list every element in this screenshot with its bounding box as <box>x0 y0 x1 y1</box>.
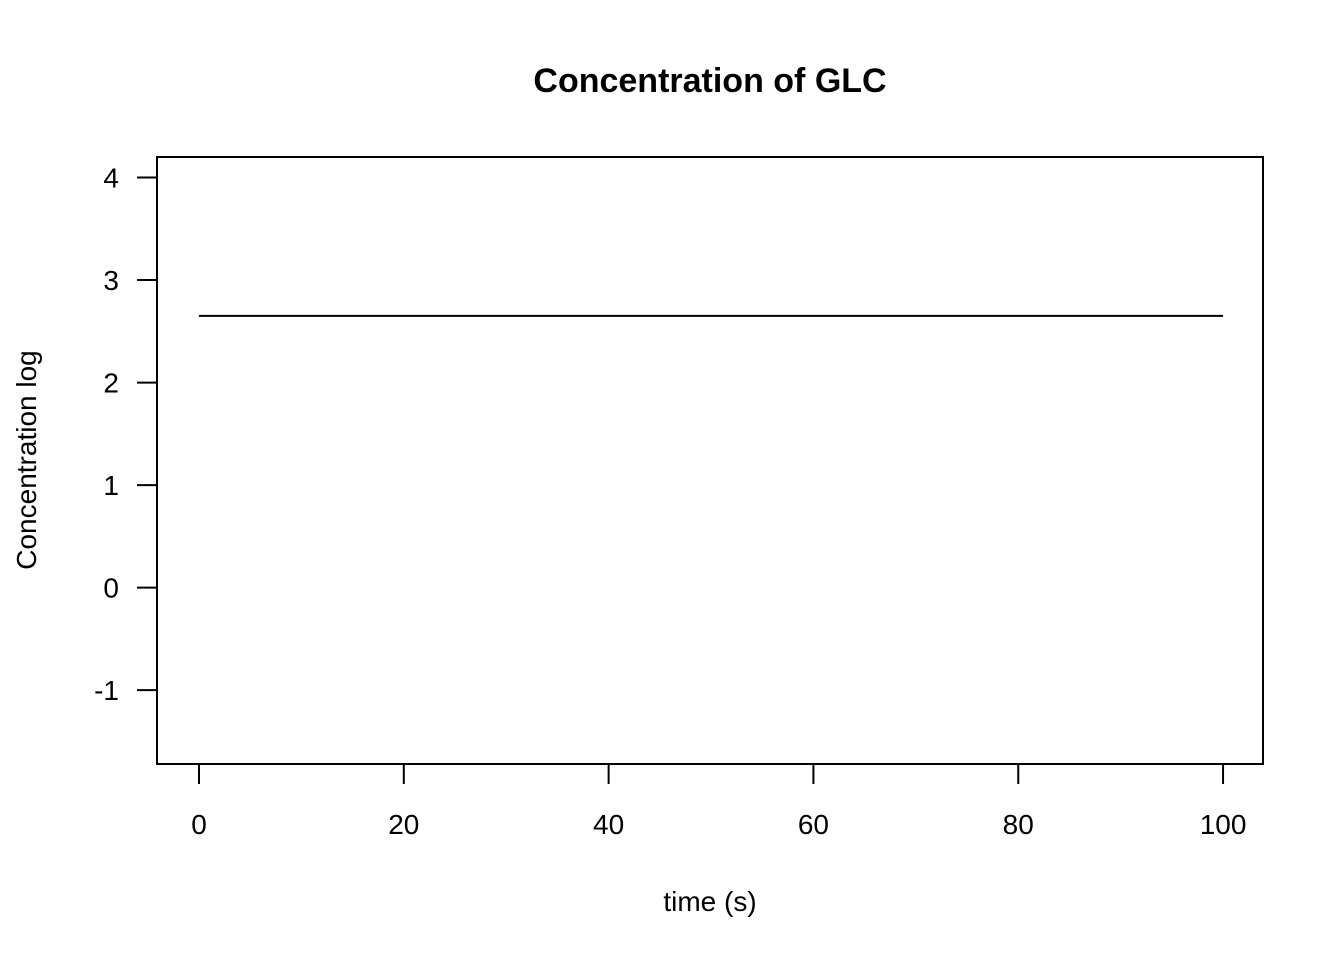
y-tick-label: 1 <box>103 470 119 501</box>
y-tick-label: 2 <box>103 368 119 399</box>
y-axis: -1 0 1 2 3 4 <box>94 163 158 706</box>
x-tick-label: 80 <box>1003 809 1034 840</box>
x-tick-label: 60 <box>798 809 829 840</box>
plot-frame <box>156 156 1264 765</box>
x-tick-label: 40 <box>593 809 624 840</box>
y-tick-label: 4 <box>103 163 119 194</box>
y-tick-label: 3 <box>103 265 119 296</box>
x-tick-label: 20 <box>388 809 419 840</box>
x-axis-label: time (s) <box>663 886 756 917</box>
x-tick-label: 0 <box>191 809 207 840</box>
y-axis-label: Concentration log <box>11 350 42 569</box>
x-tick-label: 100 <box>1200 809 1247 840</box>
y-tick-label: -1 <box>94 675 119 706</box>
chart-title: Concentration of GLC <box>533 62 886 100</box>
x-axis: 0 20 40 60 80 100 <box>191 763 1247 840</box>
y-tick-label: 0 <box>103 573 119 604</box>
